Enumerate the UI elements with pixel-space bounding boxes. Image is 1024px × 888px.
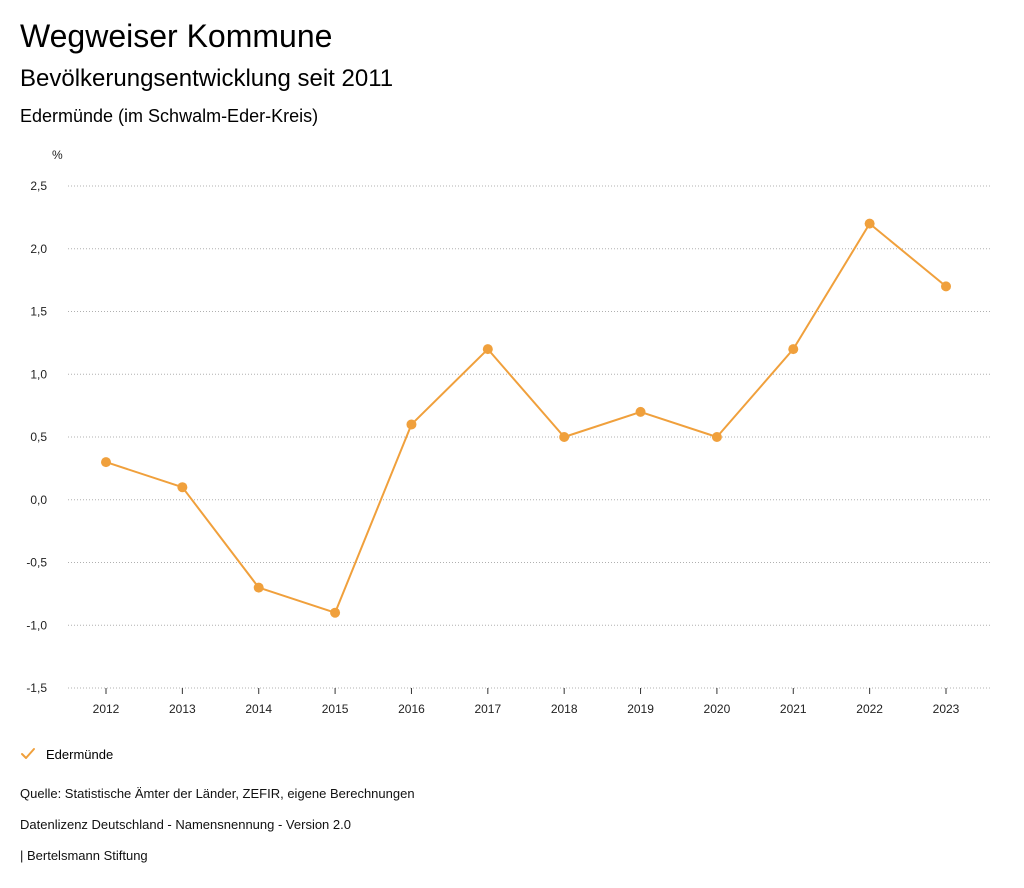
data-point[interactable]: [711, 432, 722, 442]
data-point[interactable]: [177, 482, 188, 493]
y-tick-label: -1,0: [26, 618, 47, 632]
data-point[interactable]: [864, 218, 875, 229]
y-tick-label: 1,5: [30, 305, 47, 319]
x-tick-label: 2021: [780, 702, 807, 716]
y-tick-label: 0,5: [30, 430, 47, 444]
x-tick-label: 2017: [474, 702, 501, 716]
x-tick-label: 2022: [856, 702, 883, 716]
data-point[interactable]: [559, 432, 570, 442]
region-label: Edermünde (im Schwalm-Eder-Kreis): [20, 106, 319, 126]
data-point[interactable]: [482, 344, 493, 355]
x-tick-label: 2012: [93, 702, 120, 716]
data-point[interactable]: [635, 406, 646, 417]
x-tick-label: 2014: [245, 702, 272, 716]
legend-label: Edermünde: [46, 746, 114, 762]
x-tick-label: 2020: [704, 702, 731, 716]
line-chart: % 2,52,01,51,00,50,0-0,5-1,0-1,5 2012 201…: [26, 148, 990, 716]
y-tick-label: 2,5: [30, 179, 47, 193]
y-axis-unit-label: %: [52, 148, 63, 162]
y-axis-ticks: 2,5 2,0 1,5 1,0 0,5 0,0 -0,5 -1,0 -1,5: [26, 179, 47, 695]
x-tick-label: 2019: [627, 702, 654, 716]
license-note: Datenlizenz Deutschland - Namensnennung …: [20, 817, 351, 832]
y-tick-label: 0,0: [30, 493, 47, 507]
page-title: Wegweiser Kommune: [20, 18, 333, 54]
x-tick-label: 2015: [322, 702, 349, 716]
x-tick-label: 2013: [169, 702, 196, 716]
data-point[interactable]: [330, 607, 341, 618]
x-tick-label: 2016: [398, 702, 425, 716]
data-point[interactable]: [253, 582, 264, 593]
series-points[interactable]: [101, 218, 951, 618]
x-axis-ticks: 2012 2013 2014 2015 2016 2017 2018 2019 2020 2021…: [93, 688, 960, 716]
x-tick-label: 2018: [551, 702, 578, 716]
source-note: Quelle: Statistische Ämter der Länder, Z…: [20, 786, 415, 801]
data-point[interactable]: [101, 457, 111, 468]
series-line: [105, 222, 947, 614]
check-icon: [21, 748, 35, 759]
y-tick-label: -1,5: [26, 681, 47, 695]
x-tick-label: 2023: [933, 702, 960, 716]
y-tick-label: -0,5: [26, 556, 47, 570]
publisher-note: | Bertelsmann Stiftung: [20, 848, 148, 863]
chart-subtitle: Bevölkerungsentwicklung seit 2011: [20, 65, 394, 92]
data-point[interactable]: [406, 419, 417, 430]
y-tick-label: 1,0: [30, 367, 47, 381]
data-point[interactable]: [941, 281, 951, 292]
series-lines: [105, 222, 947, 614]
y-tick-label: 2,0: [30, 242, 47, 256]
legend-item-edermuende[interactable]: Edermünde: [20, 744, 113, 764]
grid-lines: [68, 185, 990, 689]
data-point[interactable]: [788, 344, 799, 355]
